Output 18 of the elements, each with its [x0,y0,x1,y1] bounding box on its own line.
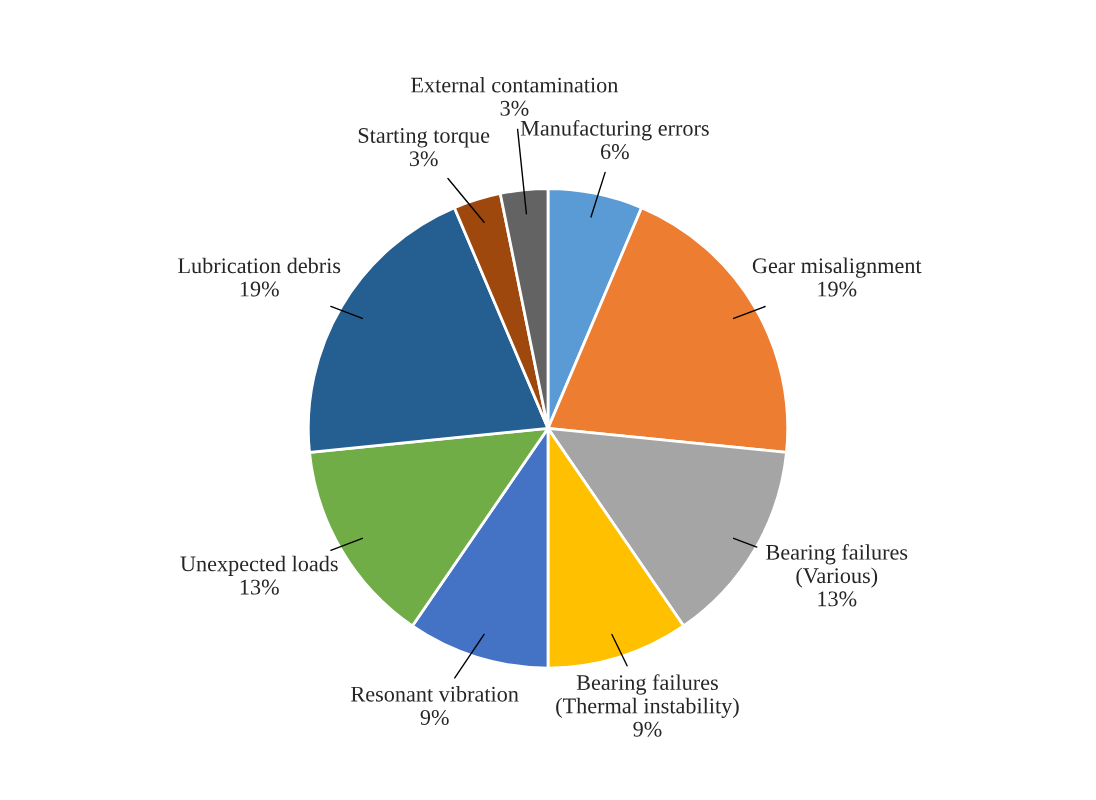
data-label: 19% [240,281,279,297]
slice-label: Unexpected loads [180,555,338,576]
slice-label: Manufacturing errors [520,119,709,141]
slice-label: Lubrication debris [178,257,341,274]
data-label: 13% [818,591,857,607]
slice-label: Resonant vibration [351,686,519,702]
slice-label: Starting torque [358,127,490,148]
slice-label: Bearing failures (Various) [766,543,908,588]
slice-label: External contamination [411,76,619,93]
slice-label: Gear misalignment [752,257,922,278]
data-label: 6% [600,144,629,160]
data-label: 3% [500,100,529,116]
data-label: 3% [409,151,438,167]
data-label: 19% [818,281,857,297]
data-label: 9% [633,721,662,737]
slice-label: Bearing failures (Thermal instability) [556,674,739,718]
data-label: 13% [240,579,279,595]
data-label: 9% [420,709,449,725]
